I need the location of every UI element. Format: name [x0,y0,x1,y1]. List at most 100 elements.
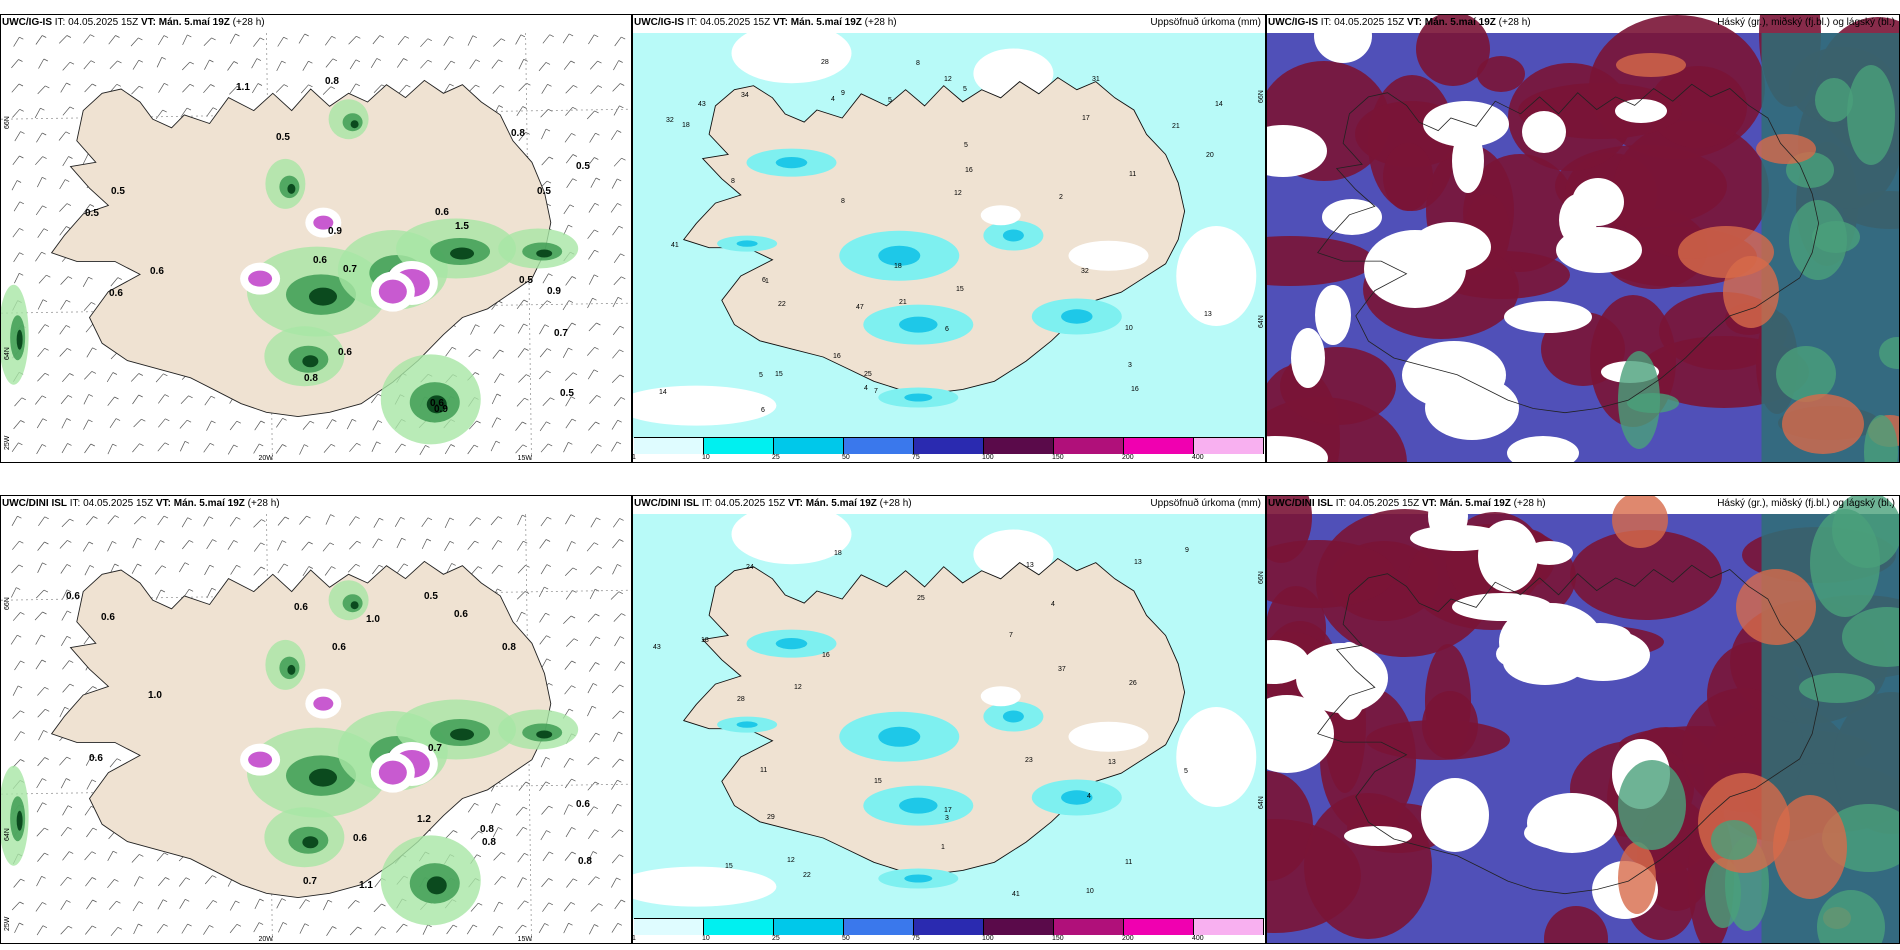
wind-barb-flag [138,901,144,904]
wind-barb [374,878,382,888]
wind-barb-flag [66,589,72,593]
wind-barb-flag [620,83,625,86]
wind-barb [60,925,69,935]
wind-barb [492,85,501,94]
wind-barb-flag [284,516,290,520]
wind-barb-flag [282,922,288,925]
wind-barb-flag [619,829,624,833]
wind-barb [156,924,164,934]
wind-barb [588,34,595,45]
wind-barb-flag [40,107,45,111]
wind-barb-flag [187,923,192,927]
wind-barb [588,829,595,839]
wind-barb-flag [449,517,454,521]
wind-barb [35,395,43,405]
accum-value-label: 18 [834,550,842,557]
wind-barb-flag [92,899,97,903]
wind-barb [470,831,479,840]
iceland-coastline [1317,564,1820,895]
accum-value-label: 8 [731,178,735,185]
accum-value-label: 15 [775,371,783,378]
wind-barb [446,924,454,935]
wind-barb-flag [571,778,576,782]
wind-barb-flag [210,84,215,87]
accum-value-label: 15 [874,778,882,785]
wind-barb [539,324,546,335]
wind-barb-flag [42,418,47,422]
wind-barb-flag [305,899,310,902]
wind-barb-flag [186,419,192,423]
wind-barb-flag [594,781,600,785]
high-cloud-green-area [1711,820,1757,860]
accum-value-label: 11 [760,767,767,774]
wind-barb-flag [594,202,599,206]
wind-barb [86,516,94,526]
precip-area-intense [313,696,334,711]
wind-barb-flag [573,85,578,88]
wind-barb-flag [523,806,528,810]
wind-barb-flag [571,851,576,855]
wind-barb [517,877,524,888]
wind-barb-flag [116,758,122,762]
wind-barb-flag [620,397,626,400]
wind-barb [133,876,140,887]
wind-barb-flag [67,348,72,351]
high-cloud-area [1477,56,1525,92]
wind-barb-flag [522,877,527,880]
wind-barb [35,156,43,166]
wind-barb [229,900,236,911]
colorbar-swatch [704,438,774,454]
wind-barb-flag [617,296,623,300]
wind-barb [60,778,67,789]
wind-barb-flag [69,851,74,854]
wind-barb [132,60,140,70]
wind-barb [35,902,43,912]
wind-barb-flag [67,276,73,279]
wind-barb [13,878,21,888]
accum-value-label: 15 [725,863,733,870]
precip-value-label: 0.6 [454,609,468,620]
wind-barb [14,273,20,284]
no-precip-area [1068,240,1149,271]
accum-value-label: 3 [1128,362,1132,369]
wind-barb-flag [356,540,361,544]
wind-barb-flag [427,517,433,521]
wind-barb [467,35,474,46]
wind-barb-flag [594,924,599,927]
clear-sky-area [1504,301,1592,333]
clear-sky-area [1410,525,1506,551]
wind-barb-flag [478,902,483,906]
colorbar-swatch [1124,438,1194,454]
wind-barb-flag [112,541,117,544]
wind-barb-flag [498,105,503,108]
wind-barb-flag [92,827,98,831]
wind-barb-flag [568,300,574,303]
wind-barb [587,851,594,862]
accum-value-label: 28 [737,696,745,703]
wind-barb-flag [117,60,122,64]
precip-area-heavy [350,601,359,610]
wind-barb [11,442,19,453]
no-precip-area [1176,707,1257,807]
wind-barb-flag [114,563,119,567]
wind-barb-flag [619,518,624,521]
colorbar-swatch [984,919,1054,935]
wind-barb [349,516,356,526]
accum-value-label: 1 [765,278,769,285]
wind-barb-flag [570,60,575,64]
wind-barb-flag [260,37,265,41]
wind-barb [614,36,622,47]
wind-barb [469,420,477,430]
wind-barb [13,252,20,263]
wind-barb [85,323,94,333]
wind-barb-flag [117,277,122,280]
wind-barb-flag [91,371,97,374]
valid-label: VT: [772,17,791,28]
wind-barb [13,37,20,47]
wind-barb [515,806,524,816]
wind-barb [539,539,547,549]
wind-barb [420,59,429,69]
wind-barb-flag [308,84,313,88]
wind-barb-flag [138,373,143,376]
wind-barb-flag [546,830,551,833]
